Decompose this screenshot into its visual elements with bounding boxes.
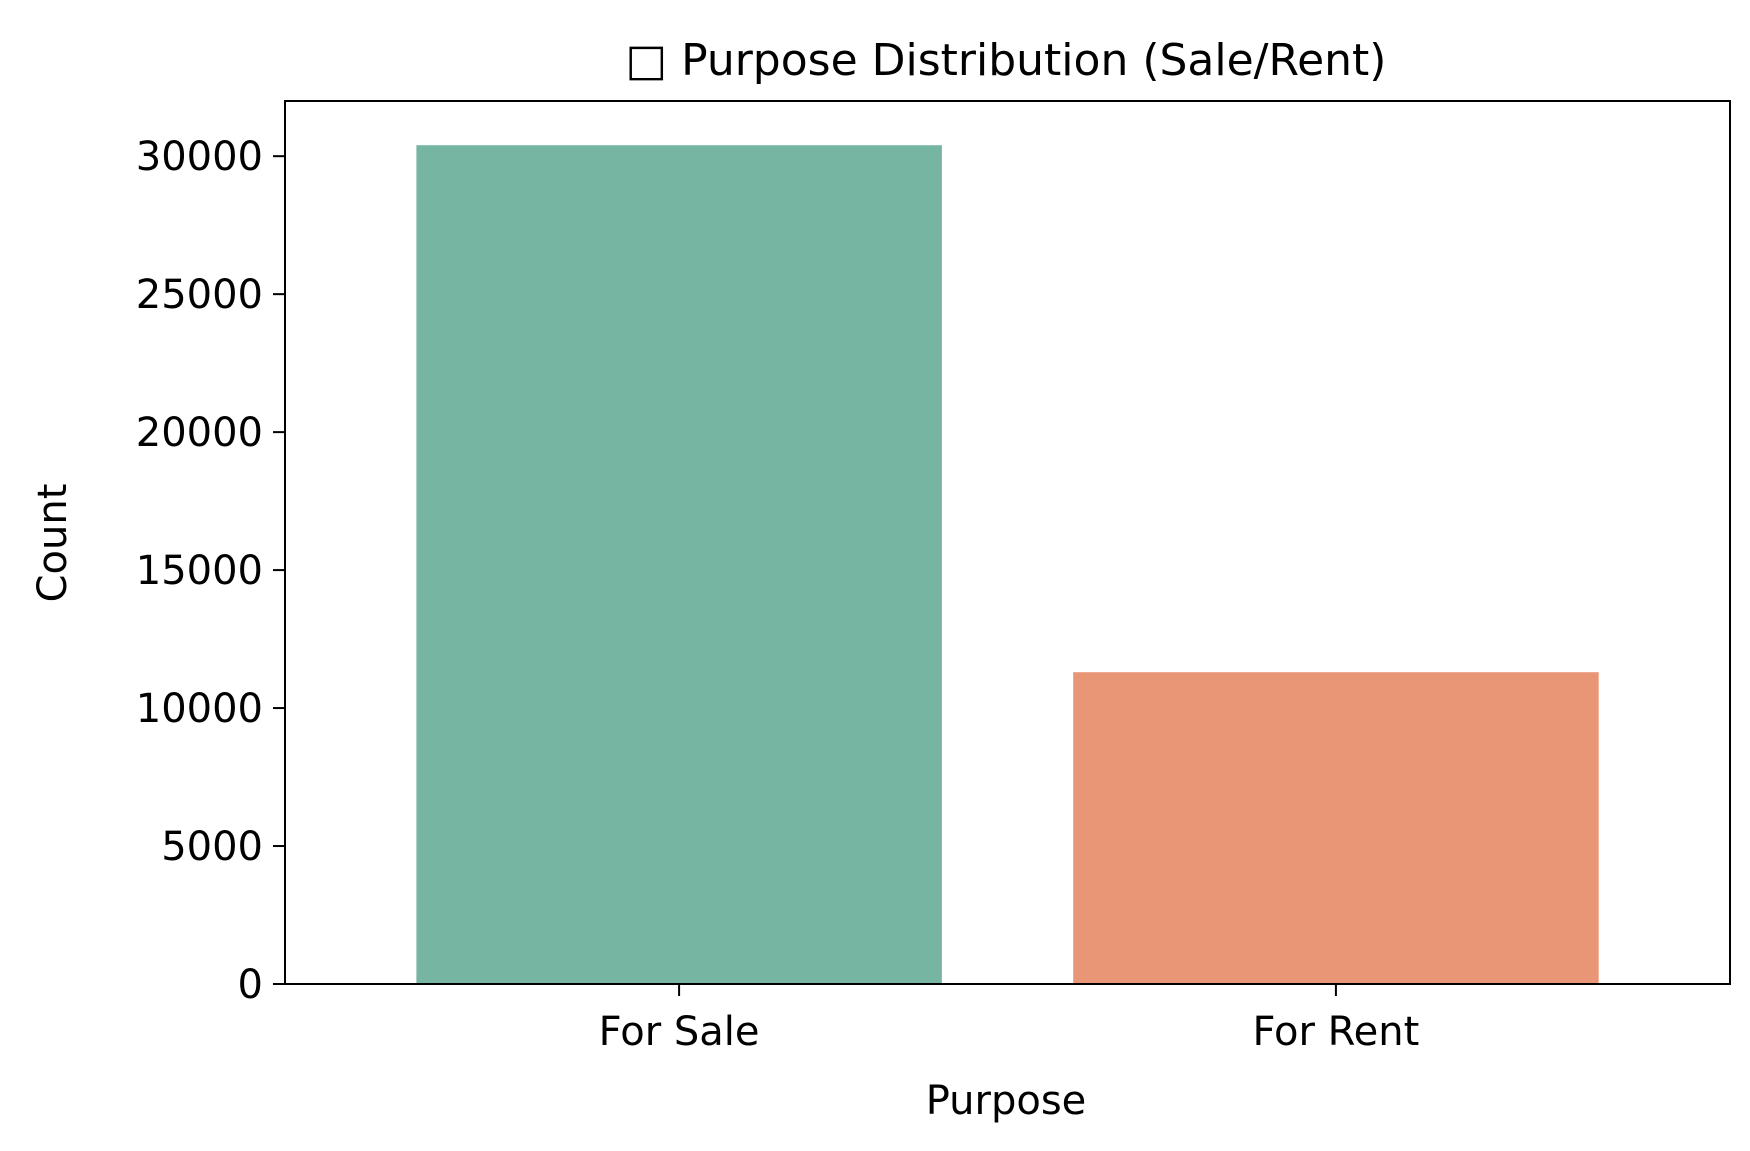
x-tick-label: For Rent — [1252, 1009, 1419, 1055]
x-axis-ticks: For Sale For Rent — [599, 984, 1419, 1055]
y-tick-label: 10000 — [136, 686, 263, 732]
y-tick-label: 0 — [238, 962, 263, 1008]
x-axis-label: Purpose — [926, 1078, 1087, 1124]
y-axis-ticks: 0 5000 10000 15000 20000 25000 30000 — [136, 134, 285, 1008]
bar-for-rent — [1073, 672, 1599, 984]
bar-for-sale — [416, 145, 942, 984]
y-tick-label: 5000 — [161, 824, 263, 870]
y-tick-label: 25000 — [136, 272, 263, 318]
y-tick-label: 20000 — [136, 410, 263, 456]
bars-layer — [416, 145, 1599, 984]
x-tick-label: For Sale — [599, 1009, 760, 1055]
chart-title: □ Purpose Distribution (Sale/Rent) — [626, 35, 1387, 86]
plot-frame — [284, 100, 1731, 985]
y-axis-label: Count — [30, 484, 76, 603]
y-tick-label: 30000 — [136, 134, 263, 180]
y-tick-label: 15000 — [136, 548, 263, 594]
